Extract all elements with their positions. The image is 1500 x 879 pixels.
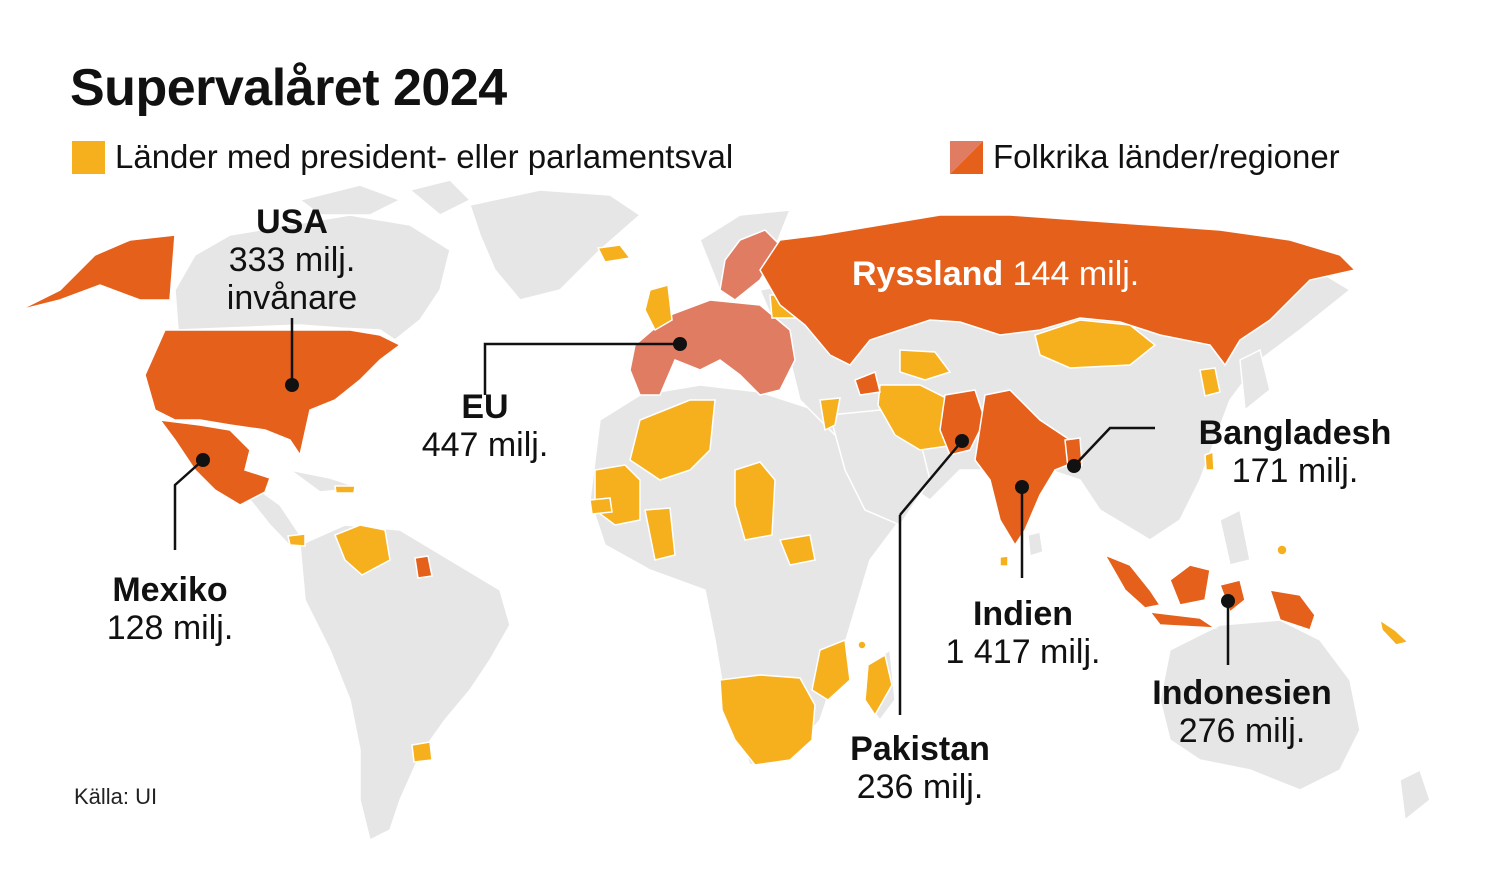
panama — [287, 533, 306, 547]
suriname — [414, 555, 433, 579]
uruguay — [411, 741, 433, 763]
russia — [759, 214, 1357, 367]
southern-africa — [719, 674, 816, 766]
egypt-area — [819, 397, 841, 432]
label-india: Indien 1 417 milj. — [913, 595, 1133, 671]
indonesia-borneo — [1169, 564, 1211, 606]
venezuela — [334, 524, 391, 576]
taiwan — [1204, 450, 1215, 471]
canada — [174, 214, 451, 341]
iran — [877, 384, 956, 451]
usa — [144, 329, 402, 457]
indonesia-name: Indonesien — [1152, 674, 1332, 712]
leader-dots — [196, 337, 1235, 608]
legend-election: Länder med president- eller parlamentsva… — [72, 138, 733, 176]
mexico-dot — [196, 453, 210, 467]
election-swatch — [72, 140, 105, 174]
indonesia-sumatra — [1103, 553, 1162, 609]
usa-value: 333 milj. — [228, 241, 356, 280]
chad — [734, 461, 776, 541]
page-title: Supervalåret 2024 — [70, 59, 507, 117]
label-russia: Ryssland 144 milj. — [852, 255, 1139, 294]
ghana-togo — [644, 507, 676, 561]
indonesia-java — [1148, 611, 1218, 629]
legend-populous-label: Folkrika länder/regioner — [993, 138, 1340, 175]
india — [974, 389, 1082, 547]
legend-populous: Folkrika länder/regioner — [950, 138, 1340, 176]
russia-name: Ryssland — [852, 255, 1004, 293]
legend-election-label: Länder med president- eller parlamentsva… — [115, 138, 734, 175]
label-eu: EU 447 milj. — [385, 388, 585, 464]
dominican — [334, 485, 356, 494]
mexico — [158, 419, 271, 506]
bangladesh-dot — [1067, 459, 1081, 473]
sri-lanka — [999, 555, 1009, 567]
pakistan-dot — [955, 434, 969, 448]
populous-swatch — [950, 140, 983, 174]
south-sudan — [778, 534, 816, 566]
indonesia-papua — [1268, 589, 1316, 631]
eu-value: 447 milj. — [421, 426, 549, 465]
west-africa — [594, 464, 641, 526]
label-pakistan: Pakistan 236 milj. — [810, 730, 1030, 806]
south-america — [299, 524, 511, 842]
iceland — [596, 244, 632, 263]
usa-dot — [285, 378, 299, 392]
uk — [644, 284, 673, 332]
pakistan — [939, 389, 986, 456]
populous-countries — [19, 214, 1357, 631]
indonesia-value: 276 milj. — [1178, 712, 1306, 751]
usa-alaska — [19, 234, 176, 311]
election-countries — [287, 244, 1410, 766]
india-dot — [1015, 480, 1029, 494]
mozambique — [811, 638, 851, 701]
indonesia-dot — [1221, 594, 1235, 608]
madagascar — [864, 653, 893, 717]
algeria-tunisia — [629, 399, 716, 481]
usa-name: USA — [256, 203, 328, 241]
central-asia — [899, 349, 952, 381]
bangladesh-name: Bangladesh — [1198, 414, 1392, 452]
label-bangladesh: Bangladesh 171 milj. — [1160, 414, 1430, 490]
source-note: Källa: UI — [74, 784, 158, 809]
leader-lines — [173, 318, 1230, 715]
usa-extra: invånare — [226, 279, 358, 318]
mexico-value: 128 milj. — [106, 609, 234, 648]
mongolia — [1034, 319, 1157, 369]
pakistan-value: 236 milj. — [856, 768, 984, 807]
mexico-name: Mexiko — [112, 571, 228, 609]
label-indonesia: Indonesien 276 milj. — [1122, 674, 1362, 750]
eu-region — [629, 229, 796, 396]
eu-name: EU — [461, 388, 509, 426]
senegal — [589, 497, 613, 515]
label-mexico: Mexiko 128 milj. — [70, 571, 270, 647]
bangladesh-value: 171 milj. — [1231, 452, 1359, 491]
russia-value: 144 milj. — [1012, 255, 1140, 293]
india-name: Indien — [972, 595, 1074, 633]
greenland — [469, 189, 642, 301]
pakistan-name: Pakistan — [850, 730, 990, 768]
label-usa: USA 333 milj. invånare — [192, 203, 392, 317]
india-value: 1 417 milj. — [945, 633, 1101, 672]
south-korea — [1199, 367, 1221, 397]
turkey — [854, 370, 881, 396]
eu-dot — [673, 337, 687, 351]
